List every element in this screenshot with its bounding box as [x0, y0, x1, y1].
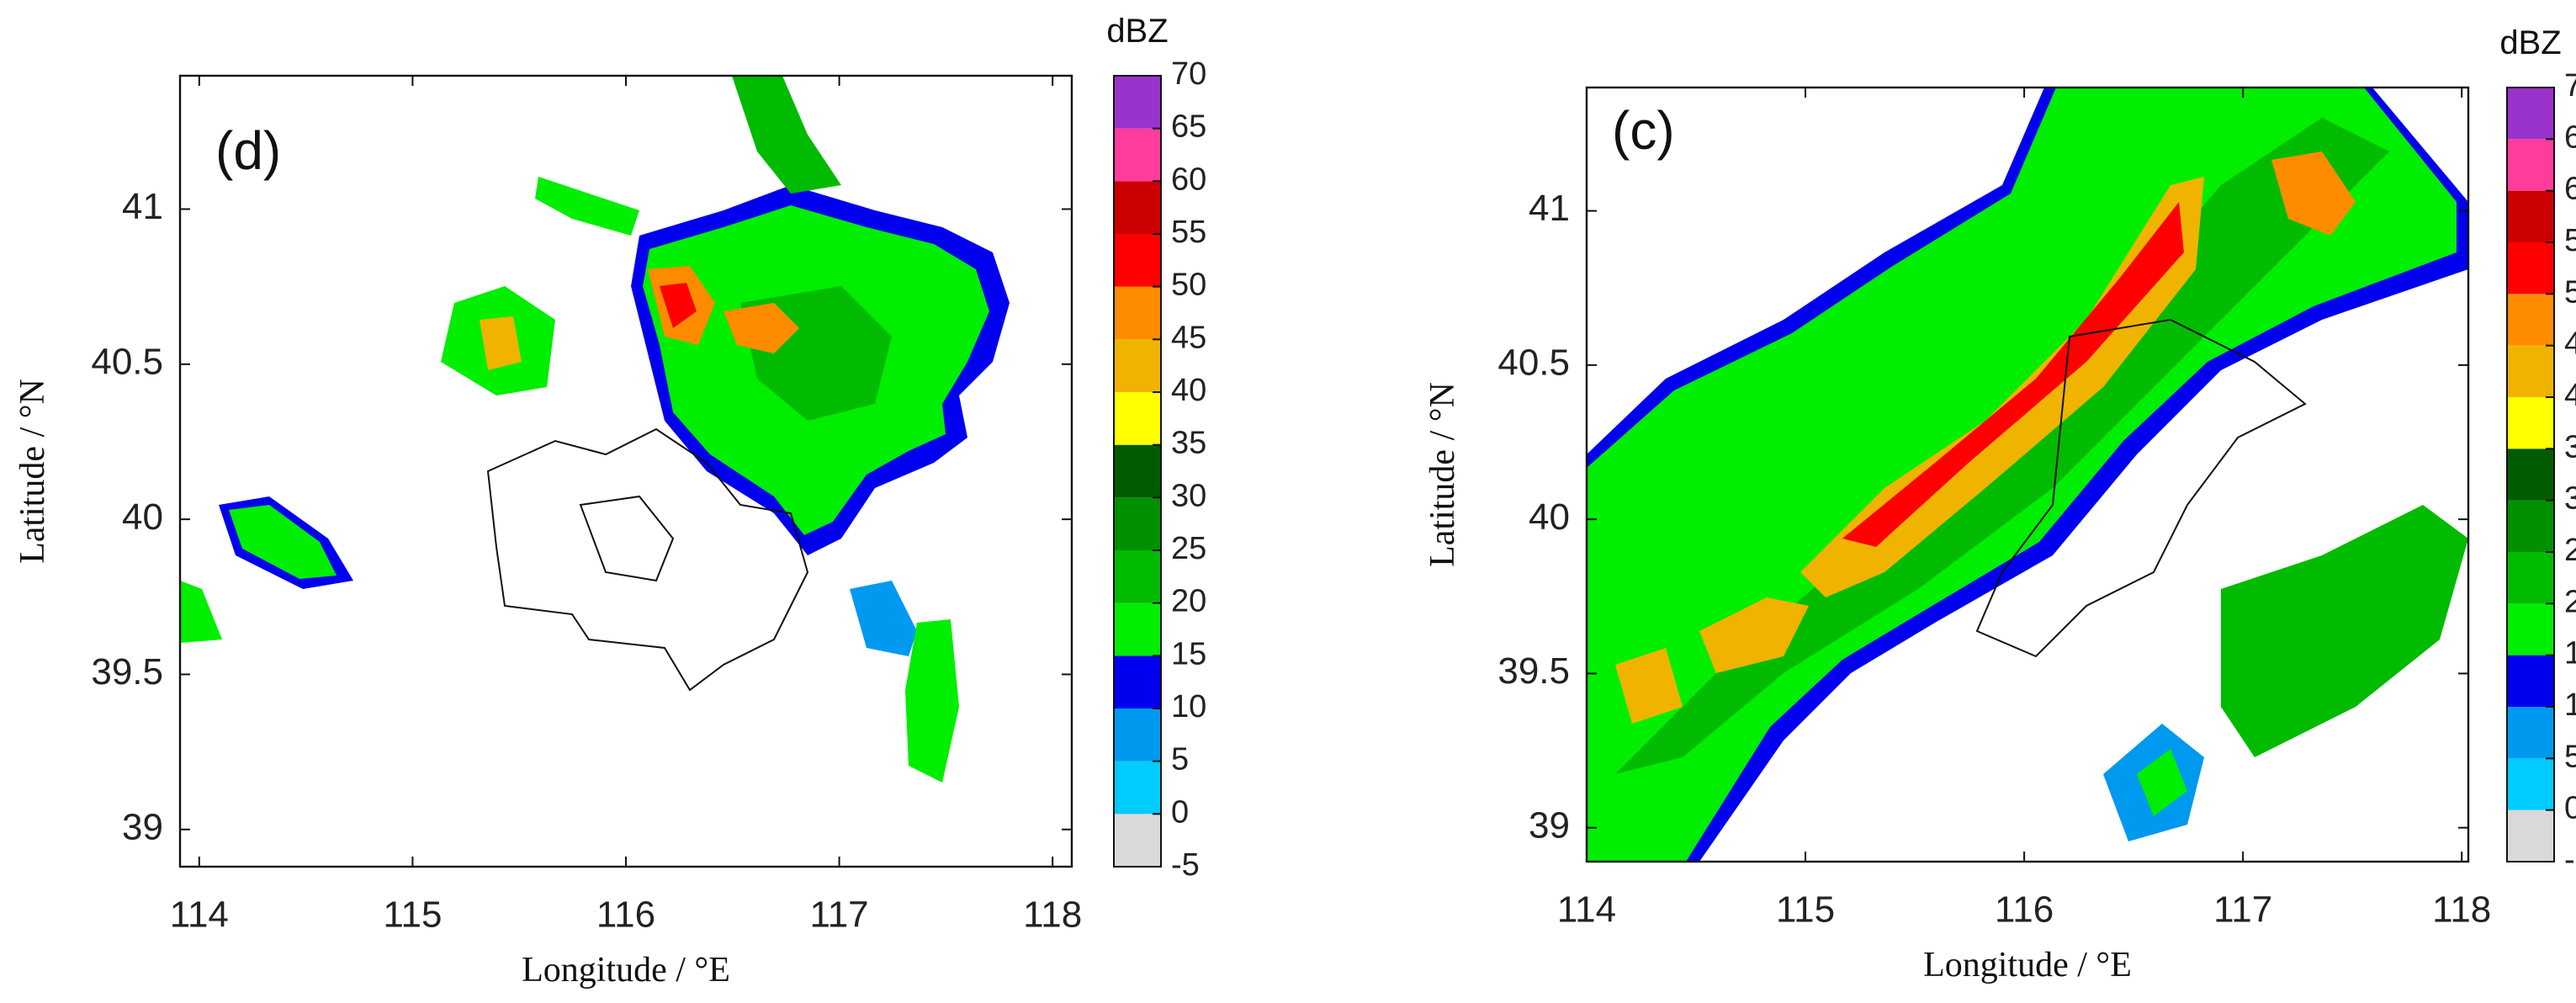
y-tick-label: 41 — [1529, 188, 1570, 229]
colorbar-tick-label: 10 — [1171, 689, 1206, 724]
y-axis-label: Latitude / °N — [13, 379, 52, 564]
colorbar-tick-label: 35 — [1171, 426, 1206, 461]
x-tick-label: 117 — [810, 894, 869, 936]
y-tick-label: 40 — [122, 496, 163, 538]
colorbar-tick-label: 45 — [1171, 320, 1206, 355]
colorbar-tick-label: 0 — [2564, 791, 2576, 826]
colorbar-bin — [2507, 655, 2554, 707]
colorbar-tick-label: 35 — [2564, 429, 2576, 464]
colorbar-bin — [1114, 708, 1161, 762]
colorbar-tick-label: 60 — [1171, 162, 1206, 197]
colorbar-tick-label: 5 — [2564, 739, 2576, 774]
colorbar-tick-label: 65 — [2564, 119, 2576, 155]
axes-frame — [1585, 86, 2470, 863]
colorbar-tick-label: 50 — [2564, 274, 2576, 310]
colorbar-bin — [2507, 448, 2554, 501]
radar-echo-c — [1587, 88, 2468, 862]
colorbar-bin — [1114, 761, 1161, 815]
colorbar-bin — [2507, 242, 2554, 295]
colorbar-bin — [2507, 552, 2554, 604]
colorbar-bin — [1114, 286, 1161, 340]
colorbar-bin — [2507, 294, 2554, 346]
colorbar-tick-label: 30 — [1171, 478, 1206, 513]
x-tick-label: 115 — [383, 894, 442, 936]
colorbar-bin — [2507, 500, 2554, 552]
x-tick-label: 117 — [2213, 889, 2272, 931]
panel-label: (d) — [215, 120, 281, 181]
colorbar-bin — [2507, 397, 2554, 449]
colorbar-tick-label: 60 — [2564, 172, 2576, 207]
colorbar-tick-label: 25 — [1171, 531, 1206, 566]
y-tick-label: 39.5 — [1497, 650, 1570, 692]
y-tick-label: 39 — [1529, 804, 1570, 846]
colorbar-bin — [2507, 88, 2554, 140]
colorbar-bin — [1114, 444, 1161, 498]
panel-label: (c) — [1612, 100, 1675, 161]
radar-echo-d — [180, 76, 1010, 783]
colorbar-bin — [2507, 707, 2554, 759]
colorbar-tick-label: 55 — [1171, 215, 1206, 250]
x-axis-label: Longitude / °E — [522, 951, 730, 990]
colorbar-tick-label: 5 — [1171, 742, 1189, 777]
y-tick-label: 39.5 — [91, 651, 163, 693]
x-tick-label: 118 — [2432, 889, 2491, 931]
colorbar-bin — [2507, 758, 2554, 810]
x-axis-label: Longitude / °E — [1923, 946, 2132, 984]
y-tick-label: 40 — [1529, 496, 1570, 538]
y-axis-label: Latitude / °N — [1423, 382, 1462, 567]
colorbar-tick-label: 20 — [1171, 584, 1206, 619]
y-tick-label: 40.5 — [91, 341, 163, 382]
x-tick-label: 116 — [596, 894, 655, 936]
colorbar-tick-label: 65 — [1171, 109, 1206, 145]
x-tick-label: 116 — [1995, 889, 2054, 931]
colorbar-frame — [1113, 75, 1162, 868]
colorbar-bin — [1114, 181, 1161, 234]
colorbar-tick-label: 30 — [2564, 481, 2576, 517]
colorbar-bin — [1114, 814, 1161, 867]
colorbar-bin — [1114, 497, 1161, 550]
colorbar-frame — [2506, 87, 2555, 862]
colorbar-tick-label: 15 — [1171, 636, 1206, 671]
colorbar-tick-label: 25 — [2564, 533, 2576, 568]
colorbar-tick-label: 70 — [1171, 56, 1206, 92]
colorbar-tick-label: 20 — [2564, 584, 2576, 619]
colorbar-tick-label: -5 — [1171, 847, 1200, 883]
colorbar-bin — [1114, 339, 1161, 392]
y-tick-label: 39 — [122, 806, 163, 847]
colorbar-bin — [2507, 809, 2554, 862]
colorbar-tick-label: 55 — [2564, 223, 2576, 258]
colorbar-bin — [2507, 603, 2554, 655]
colorbar-bin — [2507, 345, 2554, 397]
colorbar-bin — [1114, 392, 1161, 445]
colorbar-bin — [1114, 655, 1161, 708]
colorbar-bin — [2507, 139, 2554, 191]
colorbar-bin — [1114, 128, 1161, 182]
colorbar-tick-label: 50 — [1171, 268, 1206, 303]
x-tick-label: 118 — [1023, 894, 1082, 936]
x-tick-label: 114 — [170, 894, 229, 936]
colorbar-tick-label: 0 — [1171, 794, 1189, 830]
y-tick-label: 41 — [122, 186, 163, 227]
colorbar-tick-label: 45 — [2564, 326, 2576, 362]
colorbar-bin — [1114, 76, 1161, 129]
colorbar-bin — [2507, 190, 2554, 242]
x-tick-label: 115 — [1776, 889, 1835, 931]
colorbar-tick-label: 70 — [2564, 68, 2576, 103]
colorbar-bin — [1114, 602, 1161, 656]
colorbar-unit: dBZ — [1106, 13, 1168, 50]
colorbar-tick-label: 40 — [1171, 373, 1206, 408]
colorbar-unit: dBZ — [2499, 24, 2561, 61]
colorbar-tick-label: -5 — [2564, 842, 2576, 878]
y-tick-label: 40.5 — [1497, 342, 1570, 384]
colorbar-tick-label: 15 — [2564, 636, 2576, 671]
colorbar-tick-label: 40 — [2564, 378, 2576, 413]
x-tick-label: 114 — [1557, 889, 1616, 931]
colorbar-tick-label: 10 — [2564, 687, 2576, 723]
colorbar-bin — [1114, 550, 1161, 603]
colorbar-bin — [1114, 234, 1161, 287]
